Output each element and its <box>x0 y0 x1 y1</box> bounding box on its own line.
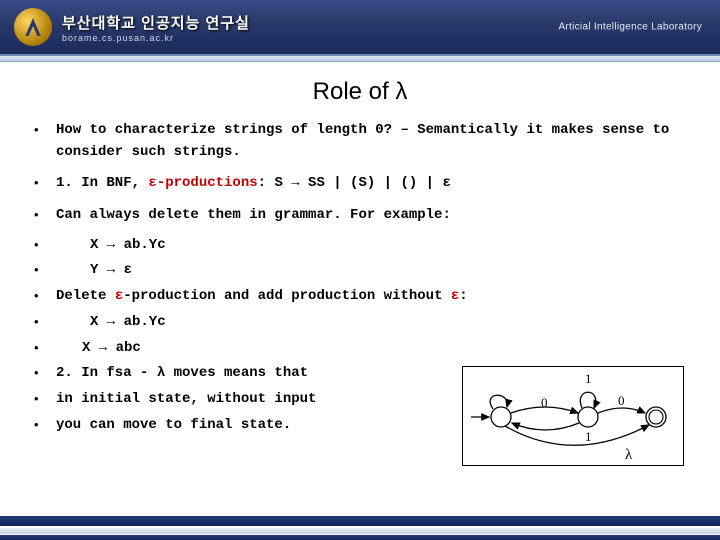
bullet-icon: • <box>34 415 56 435</box>
header-korean: 부산대학교 인공지능 연구실 <box>62 12 250 33</box>
line-1: How to characterize strings of length 0?… <box>56 120 686 163</box>
bullet-row: • 1. In BNF, ε-productions: S → SS | (S)… <box>34 173 686 195</box>
bullet-icon: • <box>34 338 56 358</box>
university-logo <box>14 8 52 46</box>
bullet-row: • X → ab.Yc <box>34 235 686 257</box>
footer-bars <box>0 512 720 540</box>
bullet-icon: • <box>34 260 56 280</box>
fsa-svg: 0 1 1 0 λ <box>463 367 685 467</box>
bullet-icon: • <box>34 173 56 193</box>
header-url: borame.cs.pusan.ac.kr <box>62 33 250 43</box>
slide-title: Role of λ <box>0 78 720 106</box>
line-6e: : <box>459 288 467 304</box>
line-6a: Delete <box>56 288 115 304</box>
bullet-row: • How to characterize strings of length … <box>34 120 686 163</box>
fsa-diagram: 0 1 1 0 λ <box>462 366 684 466</box>
edge-label-1b: 1 <box>585 429 592 444</box>
bullet-row: • Y → ε <box>34 260 686 282</box>
footer-bar-2 <box>0 528 720 534</box>
bullet-icon: • <box>34 235 56 255</box>
bullet-row: • X → abc <box>34 338 686 360</box>
line-4: X → ab.Yc <box>56 235 686 257</box>
bullet-icon: • <box>34 120 56 140</box>
line-8: X → abc <box>56 338 686 360</box>
bullet-icon: • <box>34 312 56 332</box>
line-2c: : S → SS | (S) | () | ε <box>258 175 451 191</box>
line-2: 1. In BNF, ε-productions: S → SS | (S) |… <box>56 173 686 195</box>
header-stripe <box>0 56 720 62</box>
bullet-icon: • <box>34 363 56 383</box>
header-lab-name: Articial Intelligence Laboratory <box>558 22 702 33</box>
edge-label-0b: 0 <box>618 393 625 408</box>
line-2b: ε-productions <box>148 175 257 191</box>
line-2a: 1. In BNF, <box>56 175 148 191</box>
header-text: 부산대학교 인공지능 연구실 borame.cs.pusan.ac.kr <box>62 12 250 43</box>
bullet-row: • Can always delete them in grammar. For… <box>34 205 686 227</box>
line-6: Delete ε-production and add production w… <box>56 286 686 308</box>
edge-label-0a: 0 <box>541 395 548 410</box>
line-3: Can always delete them in grammar. For e… <box>56 205 686 227</box>
line-7: X → ab.Yc <box>56 312 686 334</box>
bullet-icon: • <box>34 389 56 409</box>
line-5: Y → ε <box>56 260 686 282</box>
bullet-row: • Delete ε-production and add production… <box>34 286 686 308</box>
footer-bar-3 <box>0 535 720 540</box>
bullet-icon: • <box>34 205 56 225</box>
bullet-row: • X → ab.Yc <box>34 312 686 334</box>
lambda-label: λ <box>625 447 633 463</box>
header-bar: 부산대학교 인공지능 연구실 borame.cs.pusan.ac.kr Art… <box>0 0 720 56</box>
line-6c: -production and add production without <box>123 288 451 304</box>
line-6b: ε <box>115 288 123 304</box>
edge-label-1a: 1 <box>585 371 592 386</box>
bullet-icon: • <box>34 286 56 306</box>
footer-bar-1 <box>0 516 720 526</box>
